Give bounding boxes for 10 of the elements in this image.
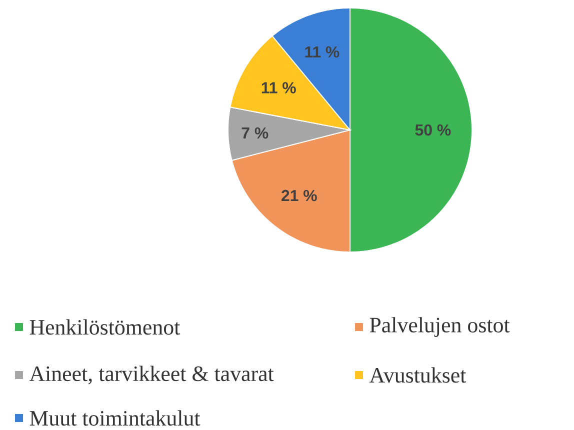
data-label: 50 % — [415, 124, 451, 136]
legend-label: Avustukset — [369, 367, 466, 383]
data-label: 21 % — [282, 190, 317, 202]
data-label: 11 % — [305, 46, 340, 58]
legend-label: Palvelujen ostot — [370, 317, 510, 337]
legend-label: Muut toimintakulut — [30, 410, 200, 426]
data-label: 11 % — [262, 82, 296, 94]
legend-label: Aineet, tarvikkeet & tavarat — [29, 366, 274, 384]
data-label: 7 % — [242, 127, 268, 139]
legend-label: Henkilöstömenot — [30, 319, 180, 335]
